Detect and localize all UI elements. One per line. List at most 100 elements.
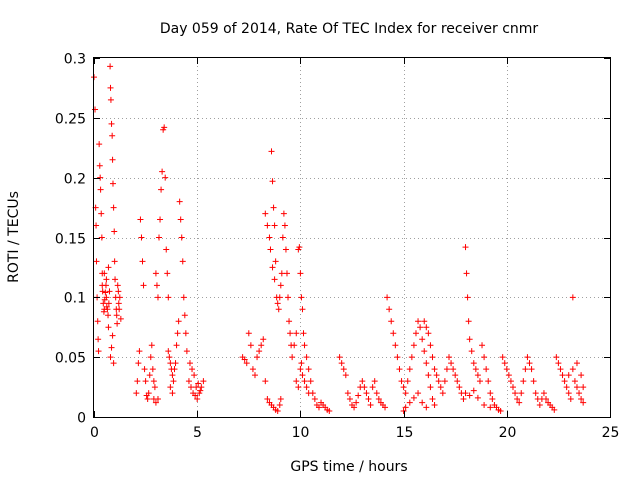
data-point [569,294,576,301]
data-point [262,378,269,385]
data-point [435,378,442,385]
data-point [276,294,283,301]
data-point [178,234,185,241]
data-point [278,270,285,277]
data-point [293,378,300,385]
plot-frame [93,57,611,418]
axis-ticks: 0 5 10 15 20 25 0 0.05 0.1 0.15 0.2 0.25 0.3 [55,52,620,442]
data-point [103,294,110,301]
data-point [104,306,111,313]
data-point [114,320,121,327]
data-point [153,282,160,289]
y-tick-label: 0.1 [64,291,86,307]
data-point [107,96,114,103]
data-point [287,330,294,337]
data-point [305,390,312,397]
data-point [441,378,448,385]
data-point [532,390,539,397]
data-point [512,390,519,397]
data-point [93,222,100,229]
data-point [419,399,426,406]
data-point [94,318,101,325]
data-point [191,372,198,379]
data-point [279,234,286,241]
data-point [518,390,525,397]
data-point [96,141,103,148]
data-point [536,402,543,409]
data-point [286,318,293,325]
data-point [429,354,436,361]
data-point [109,180,116,187]
data-point [371,378,378,385]
data-point [165,294,172,301]
data-point [303,384,310,391]
data-point [406,399,413,406]
data-point [192,392,199,399]
data-point [154,294,161,301]
data-point [555,360,562,367]
data-point [111,228,118,235]
data-point [110,360,117,367]
data-point [476,378,483,385]
data-point [553,354,560,361]
data-point [501,360,508,367]
data-point [580,399,587,406]
data-point [271,276,278,283]
data-point [351,404,358,411]
data-point [92,106,99,113]
data-point [271,222,278,229]
data-point [408,354,415,361]
data-point [198,384,205,391]
y-tick-label: 0 [77,411,86,427]
data-point [524,354,531,361]
data-point [264,396,271,403]
data-point [530,378,537,385]
data-point [300,330,307,337]
data-point [285,294,292,301]
data-point [301,378,308,385]
data-point [481,354,488,361]
data-point [342,372,349,379]
data-point [336,354,343,361]
data-point [175,318,182,325]
data-point [386,306,393,313]
data-point [559,372,566,379]
data-point [563,384,570,391]
data-point [152,399,159,406]
data-point [373,390,380,397]
data-point [404,378,411,385]
data-point [167,360,174,367]
data-point [543,396,550,403]
data-point [249,366,256,373]
data-point [344,390,351,397]
data-point [274,300,281,307]
data-point [157,216,164,223]
data-point [165,348,172,355]
data-point [573,360,580,367]
data-point [289,354,296,361]
data-point [394,354,401,361]
data-point [108,120,115,127]
data-point [522,366,529,373]
data-point [258,342,265,349]
data-point [446,354,453,361]
data-point [429,396,436,403]
data-point [367,402,374,409]
data-point [101,270,108,277]
data-point [107,354,114,361]
data-point [382,404,389,411]
data-point [295,384,302,391]
data-point [456,384,463,391]
y-tick-label: 0.2 [64,172,86,188]
x-tick-label: 15 [396,425,414,441]
data-point [280,210,287,217]
data-point [557,366,564,373]
data-point [454,378,461,385]
data-point [402,390,409,397]
data-point [103,276,110,283]
data-point [107,63,114,70]
data-point [116,306,123,313]
data-point [269,178,276,185]
data-point [462,244,469,251]
data-point [425,330,432,337]
